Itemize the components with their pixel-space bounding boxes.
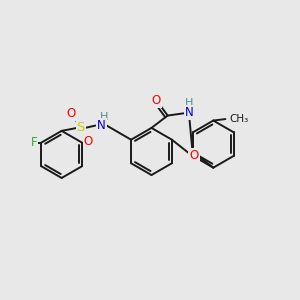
Text: O: O (189, 149, 199, 162)
Text: F: F (31, 136, 37, 149)
Text: H: H (100, 112, 109, 122)
Text: S: S (76, 122, 85, 134)
Text: O: O (67, 107, 76, 120)
Text: H: H (185, 98, 194, 108)
Text: O: O (83, 135, 93, 148)
Text: N: N (97, 119, 106, 132)
Text: N: N (184, 106, 193, 119)
Text: O: O (152, 94, 161, 107)
Text: CH₃: CH₃ (230, 114, 249, 124)
